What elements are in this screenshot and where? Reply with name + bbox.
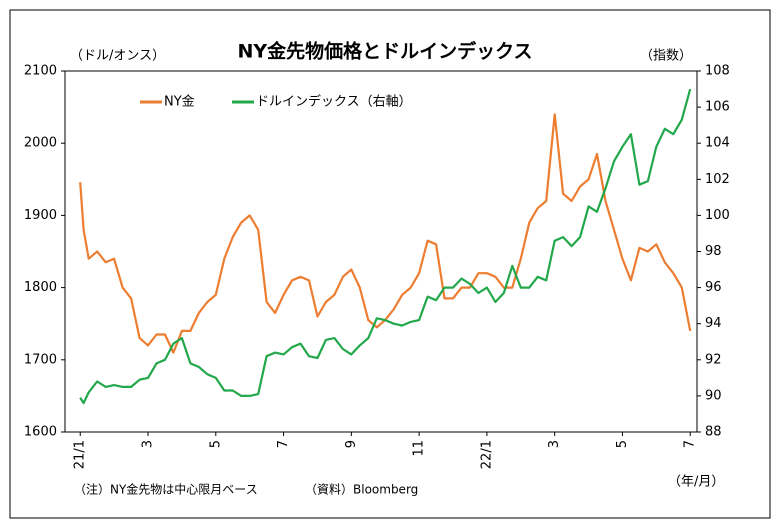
y-tick-label: 1700 xyxy=(24,352,57,367)
y2-tick-label: 108 xyxy=(705,64,730,79)
x-tick-label: 3 xyxy=(547,440,562,448)
y-tick-label: 2000 xyxy=(24,136,57,151)
y-axis-label: （ドル/オンス） xyxy=(70,49,165,64)
y2-tick-label: 98 xyxy=(705,244,722,259)
y-tick-label: 1900 xyxy=(24,208,57,223)
series-line xyxy=(79,113,692,354)
plot-frame xyxy=(64,70,698,433)
frame xyxy=(9,9,771,519)
y-tick-label: 2100 xyxy=(24,64,57,79)
x-tick-label: 3 xyxy=(141,440,156,448)
x-tick-label: 7 xyxy=(276,440,291,448)
source: （資料）Bloomberg xyxy=(305,483,418,497)
y2-tick-label: 104 xyxy=(705,136,730,151)
y-tick-label: 1800 xyxy=(24,280,57,295)
y-tick-label: 1600 xyxy=(24,425,57,440)
legend-label: ドルインデックス（右軸） xyxy=(256,94,412,110)
y2-tick-label: 100 xyxy=(705,208,730,223)
note: （注）NY金先物は中心限月ベース xyxy=(74,482,258,497)
x-tick-label: 5 xyxy=(615,440,630,448)
x-tick-label: 21/1 xyxy=(73,440,88,469)
y2-tick-label: 96 xyxy=(705,280,722,295)
x-tick-label: 22/1 xyxy=(479,440,494,469)
chart-title: NY金先物価格とドルインデックス xyxy=(237,40,532,63)
y2-tick-label: 90 xyxy=(705,388,722,403)
y2-tick-label: 102 xyxy=(705,172,730,187)
legend-label: NY金 xyxy=(164,94,195,110)
x-tick-label: 7 xyxy=(683,440,698,448)
x-tick-label: 11 xyxy=(412,440,427,457)
y2-tick-label: 106 xyxy=(705,100,730,115)
x-tick-label: 9 xyxy=(344,440,359,448)
y2-tick-label: 88 xyxy=(705,425,722,440)
y2-axis-label: （指数） xyxy=(640,49,692,64)
y2-tick-label: 94 xyxy=(705,316,722,331)
series-line xyxy=(79,88,692,405)
x-tick-label: 5 xyxy=(208,440,223,448)
y2-tick-label: 92 xyxy=(705,352,722,367)
x-axis-label: （年/月） xyxy=(668,475,724,490)
